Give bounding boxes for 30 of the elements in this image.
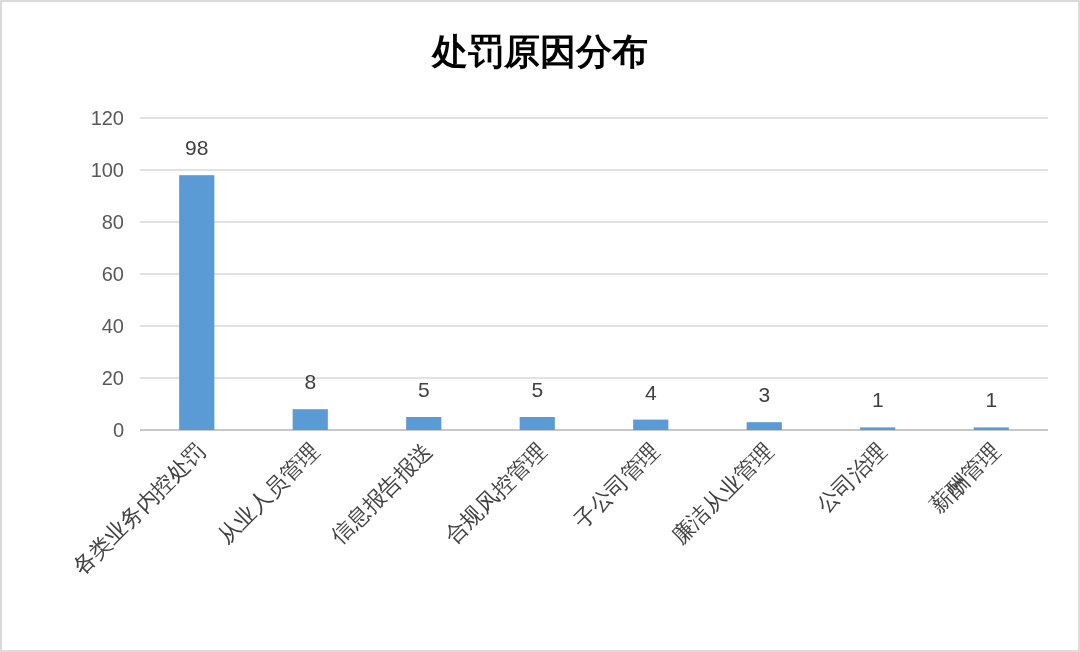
x-tick-label: 廉洁从业管理 bbox=[666, 437, 778, 549]
data-label: 1 bbox=[871, 388, 884, 412]
y-tick-label: 120 bbox=[90, 107, 124, 129]
y-tick-label: 60 bbox=[101, 263, 124, 285]
bar bbox=[860, 427, 896, 430]
bar bbox=[746, 422, 782, 430]
x-tick-label: 信息报告报送 bbox=[326, 437, 438, 549]
x-tick-label: 公司治理 bbox=[811, 437, 892, 518]
y-tick-label: 40 bbox=[101, 315, 124, 337]
data-label: 5 bbox=[417, 378, 430, 401]
data-label: 1 bbox=[985, 388, 998, 412]
x-tick-label: 合规风控管理 bbox=[439, 437, 551, 549]
x-tick-label: 从业人员管理 bbox=[212, 437, 324, 549]
x-tick-label: 子公司管理 bbox=[568, 437, 665, 534]
bar bbox=[633, 419, 669, 430]
bar bbox=[292, 409, 328, 430]
bar bbox=[406, 417, 442, 430]
bar bbox=[519, 417, 555, 430]
data-label: 4 bbox=[644, 380, 657, 404]
bar bbox=[973, 427, 1009, 430]
chart-title: 处罚原因分布 bbox=[431, 30, 648, 72]
y-tick-label: 100 bbox=[90, 159, 124, 181]
data-label: 8 bbox=[304, 370, 317, 394]
data-label: 5 bbox=[531, 378, 544, 401]
bar bbox=[179, 175, 215, 430]
x-tick-label: 薪酬管理 bbox=[924, 437, 1005, 518]
y-tick-label: 20 bbox=[101, 367, 124, 389]
y-tick-label: 80 bbox=[101, 211, 124, 233]
data-label: 98 bbox=[185, 136, 209, 160]
data-label: 3 bbox=[758, 383, 771, 407]
